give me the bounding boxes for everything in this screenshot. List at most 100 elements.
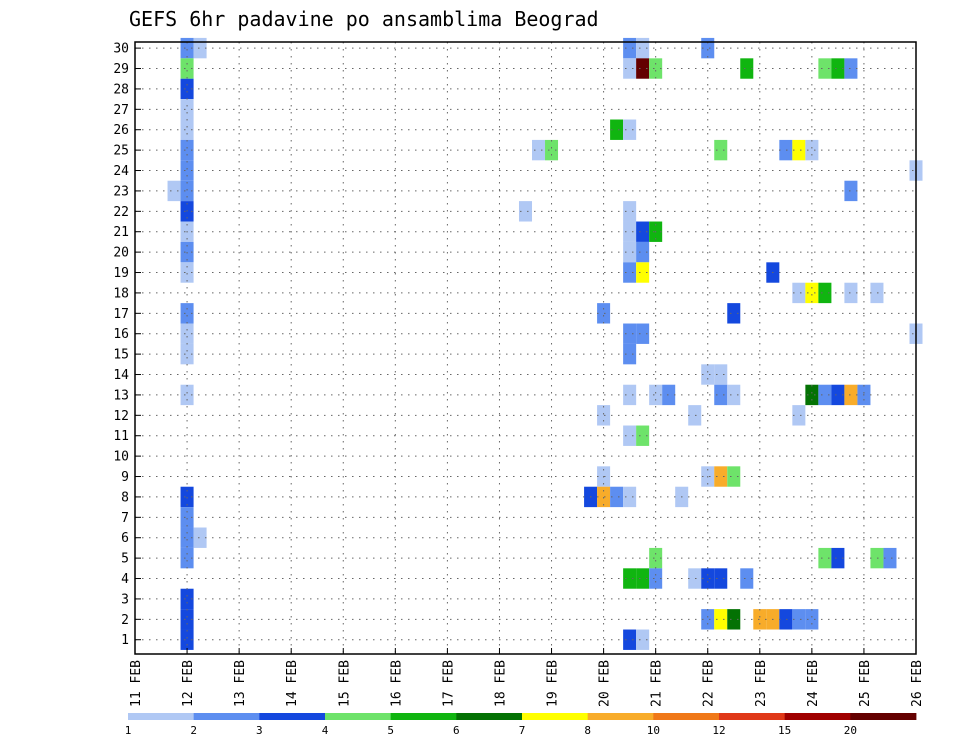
precip-cell xyxy=(193,527,207,548)
precip-cell xyxy=(610,486,624,508)
colorbar-swatch xyxy=(128,713,195,720)
precip-cell xyxy=(883,547,897,569)
y-axis: 1234567891011121314151617181920212223242… xyxy=(113,42,141,648)
precip-cell xyxy=(623,425,637,446)
colorbar-swatch xyxy=(587,713,654,720)
y-tick-label: 6 xyxy=(121,531,129,546)
precip-cell xyxy=(779,609,793,630)
precip-cell xyxy=(597,486,611,508)
precip-cell xyxy=(701,364,715,385)
colorbar-swatch xyxy=(456,713,523,720)
precip-cell xyxy=(180,507,194,528)
y-tick-label: 29 xyxy=(113,62,129,77)
precip-cell xyxy=(623,119,637,140)
x-tick-label: 13 FEB xyxy=(233,660,248,707)
precip-cell xyxy=(818,547,832,569)
precip-cell xyxy=(180,180,194,202)
y-tick-label: 28 xyxy=(113,82,129,97)
precip-cell xyxy=(180,547,194,569)
y-tick-label: 18 xyxy=(113,286,129,301)
precip-cell xyxy=(623,201,637,222)
y-tick-label: 21 xyxy=(113,225,129,240)
colorbar: 1 2 3 4 5 6 7 8 10 12 15 20 xyxy=(125,713,917,737)
precip-cell xyxy=(180,303,194,324)
precip-cell xyxy=(818,384,832,406)
precip-cell xyxy=(753,609,767,630)
colorbar-label: 5 xyxy=(387,724,394,737)
y-tick-label: 30 xyxy=(113,42,129,57)
precip-cell xyxy=(636,221,650,242)
x-tick-label: 14 FEB xyxy=(285,660,300,707)
x-tick-label: 21 FEB xyxy=(650,660,665,707)
x-tick-label: 19 FEB xyxy=(546,660,561,707)
precip-cell xyxy=(649,547,663,569)
precip-cell xyxy=(597,405,611,426)
y-tick-label: 7 xyxy=(121,511,129,526)
precip-cell xyxy=(714,466,728,487)
colorbar-label: 7 xyxy=(519,724,526,737)
colorbar-label: 10 xyxy=(647,724,660,737)
precip-cell xyxy=(727,609,741,630)
colorbar-swatch xyxy=(719,713,786,720)
precip-cell xyxy=(180,343,194,365)
y-tick-label: 19 xyxy=(113,266,129,281)
precip-cell xyxy=(180,384,194,406)
precip-cell xyxy=(180,262,194,283)
y-tick-label: 16 xyxy=(113,327,129,342)
y-tick-label: 22 xyxy=(113,205,129,220)
precip-cell xyxy=(714,139,728,161)
x-axis: 11 FEB 12 FEB 13 FEB 14 FEB 15 FEB 16 FEB 17 F… xyxy=(129,648,925,707)
colorbar-label: 6 xyxy=(453,724,460,737)
x-tick-label: 11 FEB xyxy=(129,660,144,707)
precip-cell xyxy=(636,425,650,446)
y-tick-label: 10 xyxy=(113,450,129,465)
precip-cell xyxy=(701,37,715,59)
y-tick-label: 14 xyxy=(113,368,129,383)
precip-cell xyxy=(180,139,194,161)
y-tick-label: 17 xyxy=(113,307,129,322)
precip-cell xyxy=(636,241,650,263)
precip-cell xyxy=(727,303,741,324)
y-tick-label: 9 xyxy=(121,470,129,485)
precip-cell xyxy=(714,384,728,406)
colorbar-swatch xyxy=(522,713,589,720)
y-tick-label: 15 xyxy=(113,348,129,363)
precip-cell xyxy=(831,58,845,79)
precip-cell xyxy=(623,343,637,365)
plot-frame xyxy=(134,41,917,655)
y-tick-label: 23 xyxy=(113,184,129,199)
precip-cell xyxy=(180,527,194,548)
colorbar-swatch xyxy=(259,713,326,720)
colorbar-swatch xyxy=(325,713,392,720)
colorbar-swatch xyxy=(784,713,851,720)
grid-lines xyxy=(135,42,916,654)
precip-cell xyxy=(180,323,194,344)
y-tick-label: 25 xyxy=(113,144,129,159)
precip-cell xyxy=(623,384,637,406)
colorbar-label: 12 xyxy=(712,724,725,737)
precip-cell xyxy=(597,303,611,324)
precip-cell xyxy=(180,486,194,508)
precip-cell xyxy=(636,323,650,344)
y-tick-label: 4 xyxy=(121,572,129,587)
colorbar-label: 3 xyxy=(256,724,263,737)
precip-cells xyxy=(167,37,923,650)
colorbar-label: 8 xyxy=(584,724,591,737)
colorbar-swatch xyxy=(653,713,720,720)
precip-cell xyxy=(727,466,741,487)
y-tick-label: 24 xyxy=(113,164,129,179)
y-tick-label: 8 xyxy=(121,490,129,505)
precip-cell xyxy=(805,282,819,304)
precip-cell xyxy=(636,629,650,650)
precip-cell xyxy=(805,384,819,406)
precip-cell xyxy=(180,99,194,120)
precip-cell xyxy=(532,139,546,161)
precip-cell xyxy=(688,568,702,589)
precip-cell xyxy=(518,201,533,222)
precip-cell xyxy=(623,568,637,589)
x-tick-label: 16 FEB xyxy=(389,660,404,707)
y-tick-label: 2 xyxy=(121,613,129,628)
x-tick-label: 18 FEB xyxy=(493,660,508,707)
precip-cell xyxy=(714,609,728,630)
